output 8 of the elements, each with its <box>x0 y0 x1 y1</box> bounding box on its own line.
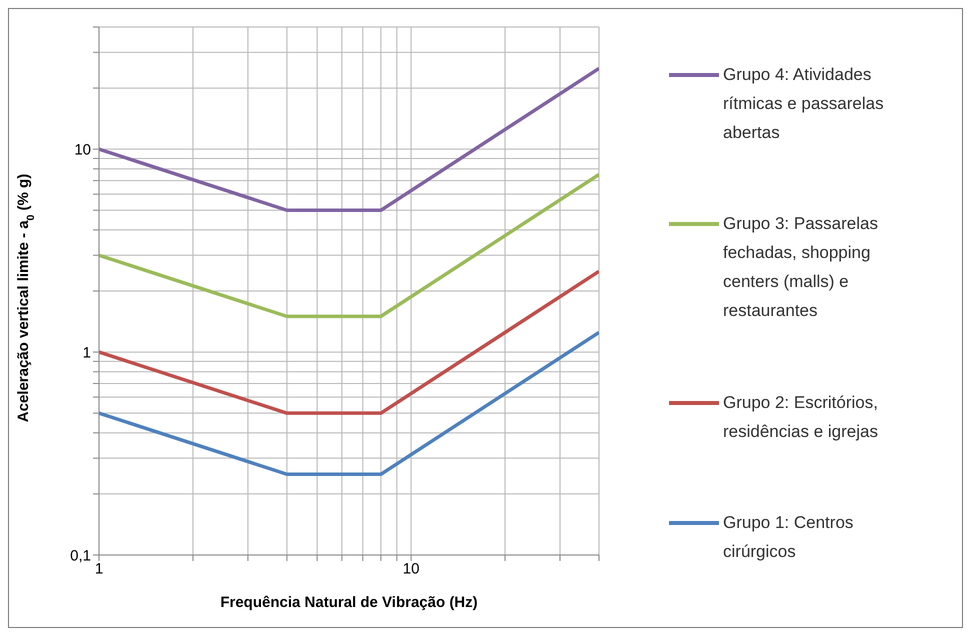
legend-label: Grupo 3: Passarelas fechadas, shopping centers (malls) e restaurantes <box>723 213 879 322</box>
y-tick-label: 0,1 <box>70 547 91 564</box>
x-axis-title: Frequência Natural de Vibração (Hz) <box>220 594 478 611</box>
legend-label: Grupo 2: Escritórios, residências e igrejas <box>723 392 879 443</box>
legend-label: Grupo 1: Centros cirúrgicos <box>723 512 854 563</box>
y-tick-label: 10 <box>74 141 91 158</box>
legend-label: Grupo 4: Atividades rítmicas e passarelas abertas <box>723 64 885 144</box>
y-tick-label: 1 <box>82 344 91 362</box>
